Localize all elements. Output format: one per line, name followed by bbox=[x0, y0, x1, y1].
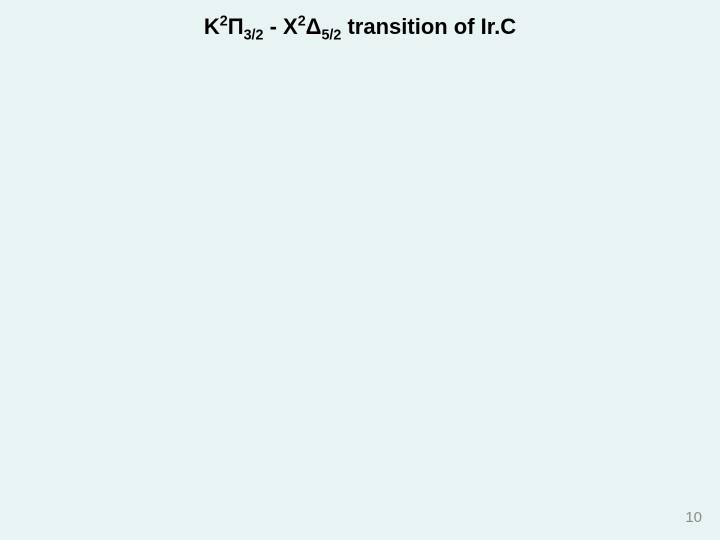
title-suffix: transition of Ir.C bbox=[347, 14, 516, 39]
page-number: 10 bbox=[685, 509, 702, 526]
slide-title: K2Π3/2 - X2Δ5/2 transition of Ir.C bbox=[0, 14, 720, 40]
state1-symbol: Π bbox=[228, 14, 244, 39]
state2-superscript: 2 bbox=[298, 14, 306, 30]
title-separator: - bbox=[263, 14, 283, 39]
state1-superscript: 2 bbox=[220, 14, 228, 30]
state2-symbol: Δ bbox=[306, 14, 322, 39]
state1-subscript: 3/2 bbox=[244, 27, 264, 43]
state2-subscript: 5/2 bbox=[321, 27, 341, 43]
state2-letter: X bbox=[283, 14, 298, 39]
state1-letter: K bbox=[204, 14, 220, 39]
